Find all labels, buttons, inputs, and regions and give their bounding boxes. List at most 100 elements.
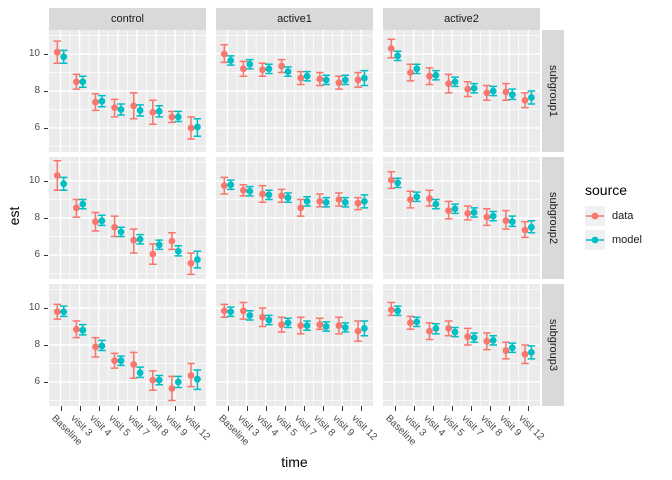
facet-row-strip-subgroup1: subgroup1 — [542, 30, 564, 152]
point-model — [528, 94, 535, 101]
series-data — [220, 176, 362, 217]
panel-canvas — [216, 30, 373, 152]
point-data — [73, 78, 80, 86]
point-data — [521, 96, 529, 104]
legend-entry-data: data — [585, 206, 642, 226]
point-data — [92, 98, 99, 106]
x-tick-mark — [117, 406, 119, 411]
series-data — [53, 159, 195, 276]
point-data — [426, 72, 433, 80]
facet-col-label: active2 — [444, 13, 479, 25]
point-data — [354, 199, 362, 207]
point-data — [73, 325, 80, 333]
point-model — [322, 198, 330, 206]
point-model — [451, 328, 459, 336]
point-model — [432, 71, 440, 79]
y-tick-mark — [44, 308, 48, 310]
series-model — [226, 55, 369, 87]
point-model — [303, 72, 311, 80]
point-model — [227, 57, 235, 64]
point-model — [432, 324, 440, 332]
y-tick-mark — [44, 345, 48, 346]
point-data — [316, 75, 324, 83]
point-model — [136, 235, 144, 243]
x-tick-mark — [323, 406, 324, 411]
point-model — [489, 87, 497, 95]
legend-key-icon — [585, 206, 605, 226]
point-data — [354, 76, 362, 84]
facet-col-strip-active2: active2 — [383, 8, 540, 30]
facet-panel-control-subgroup2 — [49, 157, 206, 279]
y-tick-label: 6 — [34, 375, 40, 387]
point-data — [259, 66, 266, 74]
y-tick-mark — [44, 254, 48, 256]
facet-panel-active1-subgroup3 — [216, 284, 373, 406]
point-data — [149, 376, 157, 384]
legend-label: model — [612, 234, 642, 246]
point-model — [174, 247, 182, 255]
series-data — [220, 301, 362, 343]
series-model — [59, 176, 202, 269]
x-tick-mark — [265, 406, 267, 411]
point-model — [528, 223, 535, 231]
y-tick-label: 8 — [34, 85, 40, 96]
point-model — [413, 193, 421, 201]
y-tick-label: 6 — [34, 121, 40, 133]
y-tick-mark — [44, 381, 48, 383]
point-model — [470, 209, 478, 216]
point-model — [341, 324, 349, 331]
point-model — [361, 74, 368, 82]
point-data — [111, 223, 118, 231]
facet-panel-active2-subgroup3 — [383, 284, 540, 406]
point-data — [278, 321, 285, 329]
point-data — [240, 65, 247, 73]
point-data — [240, 186, 247, 194]
point-data — [259, 313, 266, 321]
point-model — [413, 65, 421, 73]
point-model — [98, 97, 106, 105]
legend: source data model — [585, 182, 642, 254]
x-tick-mark — [413, 406, 415, 411]
y-tick-label: 10 — [28, 175, 40, 187]
series-model — [226, 306, 369, 337]
point-data — [445, 324, 452, 332]
legend-entries: data model — [585, 206, 642, 250]
point-model — [303, 322, 311, 329]
point-data — [426, 195, 433, 202]
point-data — [316, 321, 324, 329]
point-data — [130, 236, 138, 244]
legend-title: source — [585, 182, 628, 198]
panel-canvas — [383, 157, 540, 279]
point-model — [470, 84, 478, 92]
series-data — [220, 44, 362, 90]
point-data — [168, 113, 176, 121]
point-model — [155, 241, 163, 249]
x-tick-mark — [156, 406, 157, 411]
y-tick-mark — [44, 181, 48, 183]
x-tick-mark — [175, 406, 177, 411]
point-model — [451, 78, 459, 86]
x-tick-mark — [490, 406, 491, 411]
point-data — [502, 88, 510, 96]
y-tick-mark — [44, 218, 48, 219]
point-model — [265, 65, 273, 73]
point-model — [508, 218, 516, 226]
point-data — [354, 327, 362, 335]
facet-row-strip-subgroup3: subgroup3 — [542, 284, 564, 406]
point-model — [265, 316, 273, 324]
point-data — [149, 108, 157, 116]
point-model — [341, 76, 349, 84]
point-data — [53, 48, 61, 56]
series-model — [393, 177, 536, 234]
point-data — [464, 209, 472, 217]
point-model — [174, 378, 182, 386]
panel-canvas — [383, 30, 540, 152]
series-data — [387, 301, 529, 365]
point-model — [194, 123, 201, 131]
x-tick-mark — [79, 406, 81, 411]
point-data — [502, 347, 510, 354]
facet-panel-control-subgroup3 — [49, 284, 206, 406]
facet-col-label: active1 — [277, 13, 312, 25]
point-model — [79, 326, 87, 334]
